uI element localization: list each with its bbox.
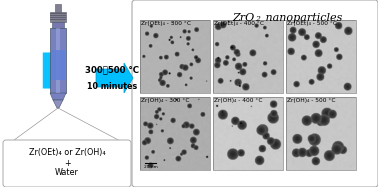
Text: 300～500 °C: 300～500 °C bbox=[85, 65, 139, 74]
Text: +: + bbox=[64, 159, 70, 168]
Text: ZrO: ZrO bbox=[233, 13, 255, 23]
Bar bbox=[213, 97, 283, 170]
FancyBboxPatch shape bbox=[132, 0, 378, 187]
Bar bbox=[50, 17, 66, 18]
Bar bbox=[50, 19, 66, 20]
Polygon shape bbox=[50, 93, 66, 100]
Bar bbox=[50, 12, 66, 22]
Bar bbox=[50, 15, 66, 16]
Bar bbox=[213, 20, 283, 93]
Bar bbox=[286, 20, 356, 93]
Text: 10 minutes: 10 minutes bbox=[87, 82, 137, 91]
Text: Zr(OEt)₄ - 500 °C: Zr(OEt)₄ - 500 °C bbox=[287, 21, 337, 26]
Text: 2: 2 bbox=[255, 15, 260, 22]
Bar bbox=[140, 20, 210, 93]
Bar bbox=[52, 22, 64, 28]
Polygon shape bbox=[96, 63, 133, 93]
Bar bbox=[56, 28, 60, 93]
Text: nanoparticles: nanoparticles bbox=[262, 13, 342, 23]
FancyBboxPatch shape bbox=[3, 140, 131, 187]
Text: Zr(OEt)₄ - 400 °C: Zr(OEt)₄ - 400 °C bbox=[214, 21, 264, 26]
Bar bbox=[55, 4, 61, 12]
Polygon shape bbox=[53, 100, 63, 108]
Text: Zr(OH)₄ - 300 °C: Zr(OH)₄ - 300 °C bbox=[141, 98, 189, 103]
Text: Zr(OH)₄ - 500 °C: Zr(OH)₄ - 500 °C bbox=[287, 98, 336, 103]
Bar bbox=[50, 28, 66, 93]
Text: Zr(OEt)₄ - 300 °C: Zr(OEt)₄ - 300 °C bbox=[141, 21, 191, 26]
Text: Zr(OEt)₄ or Zr(OH)₄: Zr(OEt)₄ or Zr(OH)₄ bbox=[29, 148, 105, 157]
Text: Water: Water bbox=[55, 168, 79, 177]
Bar bbox=[51, 50, 65, 80]
Bar bbox=[50, 13, 66, 14]
Text: 20 nm: 20 nm bbox=[144, 165, 157, 169]
Bar bbox=[140, 97, 210, 170]
Bar bbox=[286, 97, 356, 170]
Text: Zr(OH)₄ - 400 °C: Zr(OH)₄ - 400 °C bbox=[214, 98, 262, 103]
